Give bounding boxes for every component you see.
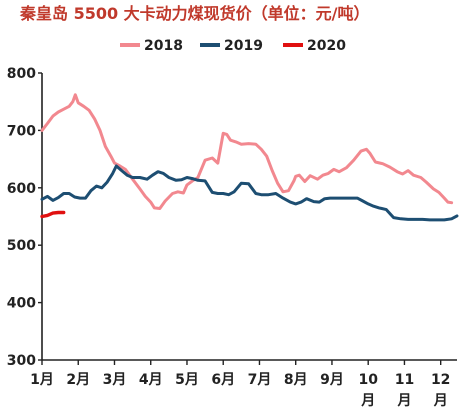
x-tick-label: 8月 <box>284 372 308 388</box>
x-tick-label: 5月 <box>175 372 199 388</box>
legend-label-2020: 2020 <box>307 38 346 54</box>
y-axis: 300 400 500 600 700 800 <box>7 66 42 369</box>
series-line-2018 <box>40 93 454 210</box>
y-tick-label: 600 <box>7 181 36 197</box>
x-tick-label: 2月 <box>66 372 90 388</box>
x-tick-label: 11 <box>395 372 414 388</box>
plot-area <box>40 93 459 222</box>
x-tick-label: 7月 <box>248 372 272 388</box>
x-tick-label: 3月 <box>103 372 127 388</box>
series-line-2020 <box>40 210 66 219</box>
y-tick-label: 700 <box>7 123 36 139</box>
y-tick-label: 800 <box>7 66 36 82</box>
x-tick-label: 月 <box>433 393 448 409</box>
chart-title: 秦皇岛 5500 大卡动力煤现货价（单位：元/吨） <box>19 4 370 23</box>
x-tick-label: 月 <box>360 393 375 409</box>
legend-label-2018: 2018 <box>144 38 183 54</box>
x-tick-label: 月 <box>396 393 411 409</box>
x-tick-label: 12 <box>431 372 450 388</box>
y-tick-label: 400 <box>7 296 36 312</box>
x-axis: 1月 2月 3月 4月 5月 6月 7月 8月 9月 10 月 11 月 12 月 <box>30 360 450 409</box>
x-tick-label: 10 <box>358 372 378 388</box>
series-line-2019 <box>40 164 459 222</box>
y-tick-label: 500 <box>7 238 36 254</box>
legend-label-2019: 2019 <box>224 38 263 54</box>
x-tick-label: 6月 <box>211 372 235 388</box>
x-tick-label: 9月 <box>320 372 344 388</box>
y-tick-label: 300 <box>7 353 36 369</box>
legend: 2018 2019 2020 <box>120 38 346 54</box>
x-tick-label: 4月 <box>139 372 163 388</box>
x-tick-label: 1月 <box>30 372 54 388</box>
